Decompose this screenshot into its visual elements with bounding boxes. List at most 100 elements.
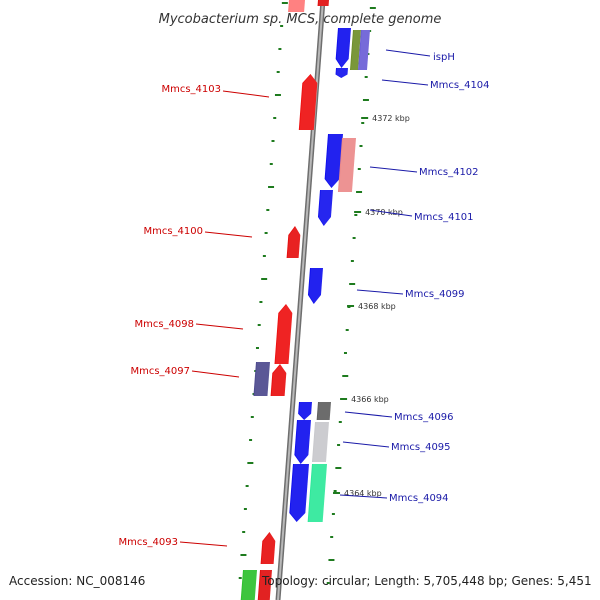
- gene-label-mmcs-4102[interactable]: Mmcs_4102: [419, 167, 479, 178]
- tick-mark: [350, 260, 354, 262]
- gene-arrow[interactable]: [257, 570, 273, 600]
- gene-features: [240, 0, 371, 600]
- tick-mark: [250, 416, 254, 418]
- gene-label-mmcs-4100[interactable]: Mmcs_4100: [143, 226, 203, 237]
- tick-mark: [359, 145, 363, 147]
- gene-arrow[interactable]: [307, 464, 328, 522]
- scale-label: 4370 kbp: [365, 208, 403, 217]
- scale-markers: 4372 kbp 4370 kbp 4368 kbp 4366 kbp 4364 kbp: [333, 114, 410, 498]
- leader-line: [344, 411, 393, 418]
- gene-label-mmcs-4097[interactable]: Mmcs_4097: [130, 366, 190, 377]
- gene-arrow[interactable]: [317, 190, 334, 226]
- tick-mark: [259, 301, 263, 303]
- gene-arrow[interactable]: [274, 304, 294, 364]
- tick-mark: [369, 7, 376, 9]
- tick-mark: [326, 582, 330, 584]
- gene-arrow[interactable]: [286, 226, 302, 258]
- leader-line: [339, 494, 388, 499]
- gene-arrow[interactable]: [298, 74, 319, 130]
- gene-arrow[interactable]: [288, 0, 306, 12]
- tick-mark: [281, 2, 288, 4]
- gene-arrow[interactable]: [316, 402, 332, 420]
- tick-mark: [274, 94, 281, 96]
- tick-mark: [337, 444, 341, 446]
- gene-arrow[interactable]: [335, 68, 349, 78]
- leader-line: [195, 323, 244, 330]
- gene-arrow[interactable]: [289, 464, 310, 522]
- leader-line: [369, 166, 418, 173]
- tick-mark: [242, 531, 246, 533]
- gene-label-mmcs-4104[interactable]: Mmcs_4104: [430, 80, 490, 91]
- scale-tick: [361, 117, 369, 119]
- accession-text: Accession: NC_008146: [9, 574, 146, 588]
- gene-arrow[interactable]: [307, 268, 324, 304]
- tick-mark: [354, 214, 358, 216]
- tick-mark: [238, 577, 242, 579]
- gene-arrow[interactable]: [240, 570, 258, 600]
- tick-mark: [255, 347, 259, 349]
- tick-mark: [342, 375, 349, 377]
- leader-line: [381, 79, 429, 86]
- tick-mark: [273, 117, 277, 119]
- tick-mark: [335, 467, 342, 469]
- gene-arrow[interactable]: [312, 422, 330, 462]
- tick-mark: [240, 554, 247, 556]
- scale-tick: [354, 211, 362, 213]
- leader-line: [179, 541, 228, 547]
- gene-label-mmcs-4094[interactable]: Mmcs_4094: [389, 493, 449, 504]
- gene-arrow[interactable]: [298, 402, 313, 420]
- tick-mark: [269, 163, 273, 165]
- tick-mark: [338, 421, 342, 423]
- tick-mark: [266, 209, 270, 211]
- tick-mark: [278, 48, 282, 50]
- leader-line: [385, 49, 431, 57]
- tick-mark: [349, 283, 356, 285]
- gene-arrow[interactable]: [294, 420, 312, 464]
- gene-arrow[interactable]: [358, 30, 371, 70]
- tick-mark: [280, 25, 284, 27]
- tick-mark: [264, 232, 268, 234]
- tick-mark: [249, 439, 253, 441]
- tick-mark: [243, 508, 247, 510]
- tick-mark: [357, 168, 361, 170]
- tick-mark: [262, 255, 266, 257]
- leader-line: [369, 209, 413, 217]
- scale-tick: [347, 305, 355, 307]
- gene-label-mmcs-4103[interactable]: Mmcs_4103: [161, 84, 221, 95]
- scale-label: 4366 kbp: [351, 395, 389, 404]
- tick-mark: [257, 324, 261, 326]
- gene-arrow[interactable]: [337, 138, 357, 192]
- tick-mark: [356, 191, 363, 193]
- gene-label-mmcs-4093[interactable]: Mmcs_4093: [118, 537, 178, 548]
- gene-label-mmcs-4096[interactable]: Mmcs_4096: [394, 412, 454, 423]
- leader-line: [204, 231, 253, 238]
- gene-label-mmcs-4095[interactable]: Mmcs_4095: [391, 442, 451, 453]
- gene-label-mmcs-4098[interactable]: Mmcs_4098: [134, 319, 194, 330]
- tick-mark: [247, 462, 254, 464]
- gene-arrow[interactable]: [253, 362, 271, 396]
- gene-arrow[interactable]: [260, 532, 277, 564]
- gene-label-mmcs-4101[interactable]: Mmcs_4101: [414, 212, 474, 223]
- tick-mark: [271, 140, 275, 142]
- tick-mark: [328, 559, 335, 561]
- scale-label: 4368 kbp: [358, 302, 396, 311]
- tick-mark: [245, 485, 249, 487]
- gene-arrow[interactable]: [270, 364, 288, 396]
- scale-label: 4372 kbp: [372, 114, 410, 123]
- gene-arrow[interactable]: [317, 0, 330, 6]
- tick-mark: [352, 237, 356, 239]
- tick-mark: [276, 71, 280, 73]
- tick-mark: [343, 352, 347, 354]
- gene-label-mmcs-4099[interactable]: Mmcs_4099: [405, 289, 465, 300]
- gene-label-isph[interactable]: ispH: [433, 52, 455, 63]
- right-gene-labels: ispH Mmcs_4104 Mmcs_4102 Mmcs_4101 Mmcs_…: [339, 49, 490, 504]
- leader-line: [356, 289, 404, 295]
- topology-text: Topology: circular; Length: 5,705,448 bp…: [262, 574, 592, 588]
- tick-mark: [345, 329, 349, 331]
- tick-mark: [268, 186, 275, 188]
- leader-line: [222, 90, 270, 98]
- tick-marks: [238, 2, 376, 584]
- leader-line: [191, 370, 240, 378]
- gene-arrow[interactable]: [335, 28, 352, 68]
